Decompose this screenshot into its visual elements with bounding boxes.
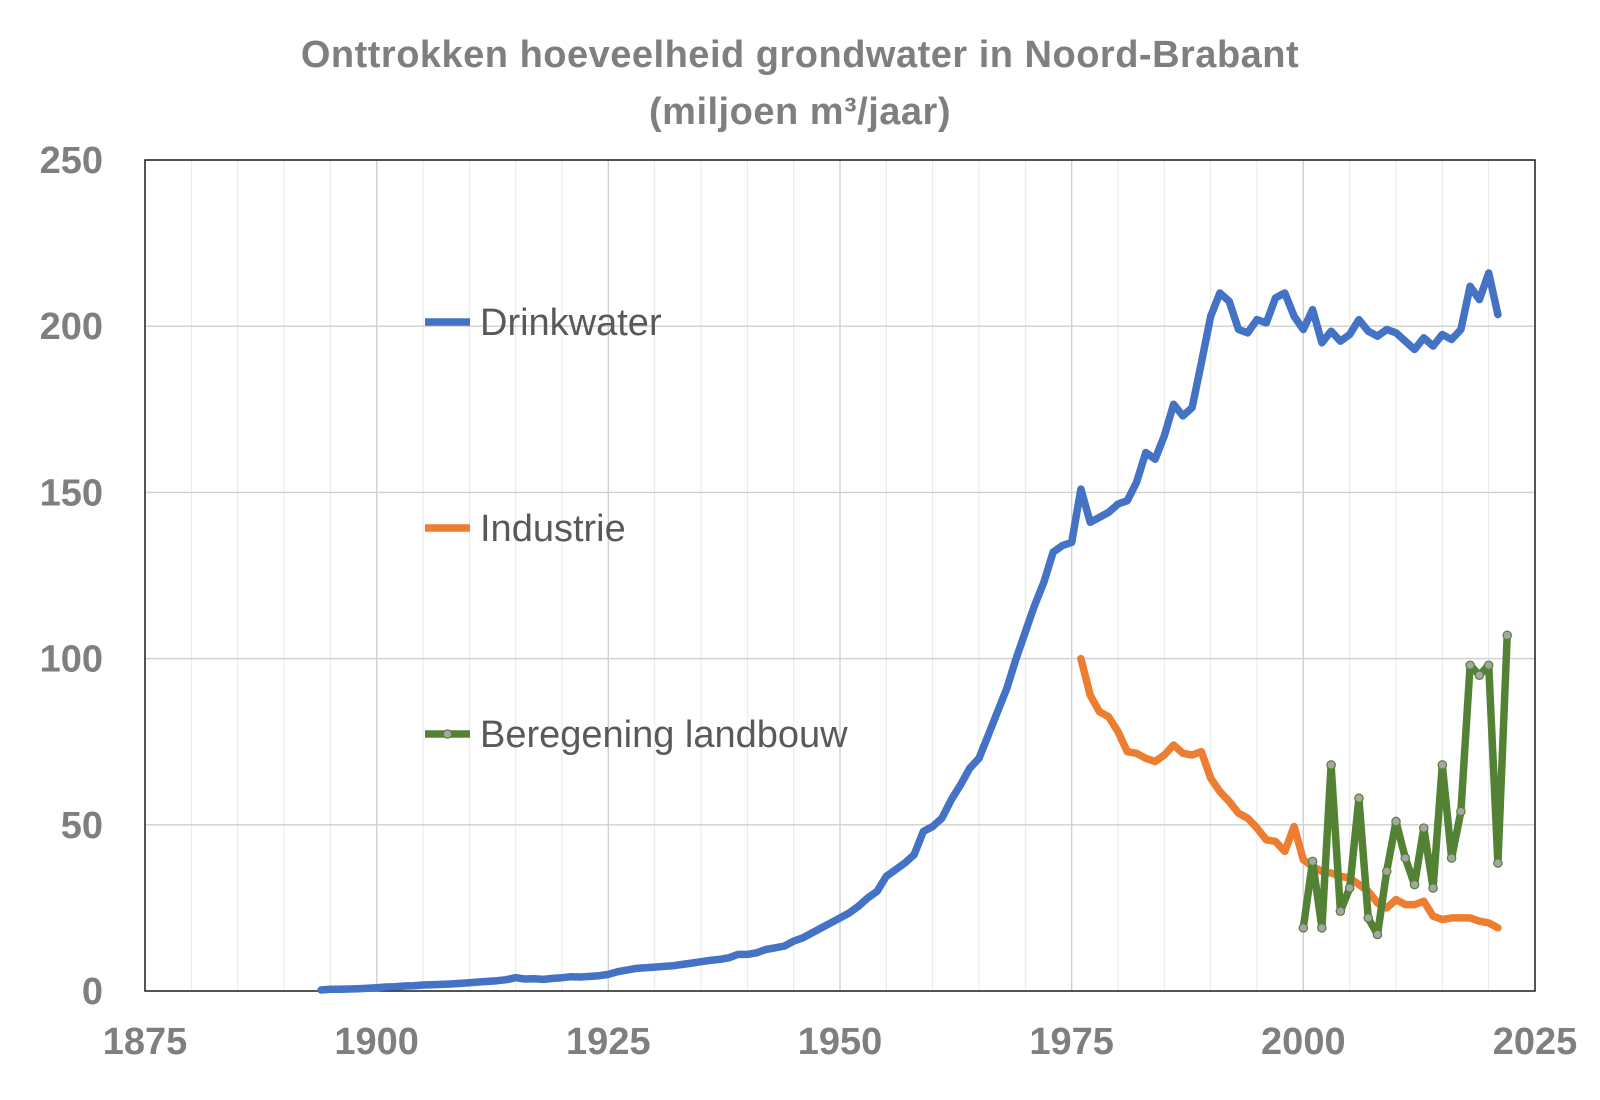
data-point [1400, 853, 1411, 863]
series-line-1 [1077, 654, 1502, 932]
data-point [1381, 866, 1392, 877]
data-point [1409, 879, 1420, 890]
series-group [317, 269, 1512, 994]
axis-tick-labels: 0 50 100 150 200 250 1875 1900 1925 1950 1975 2000 2… [40, 140, 1578, 1063]
y-tick-label: 50 [61, 805, 103, 847]
data-point [1354, 793, 1364, 804]
legend-label: Industrie [480, 508, 626, 550]
legend: Drinkwater Industrie Beregening landbouw [425, 302, 848, 756]
y-tick-label: 150 [40, 472, 103, 514]
x-tick-label: 1950 [798, 1021, 883, 1063]
x-tick-label: 2025 [1493, 1021, 1578, 1063]
series-line-0 [317, 269, 1502, 994]
y-tick-label: 250 [40, 140, 103, 182]
data-point [1326, 760, 1336, 770]
data-point [1474, 670, 1485, 681]
x-tick-label: 2000 [1261, 1021, 1346, 1063]
data-point [1493, 858, 1503, 868]
legend-marker [442, 729, 453, 739]
data-point [1298, 923, 1309, 933]
legend-label: Beregening landbouw [480, 714, 848, 756]
x-tick-label: 1975 [1029, 1021, 1114, 1063]
legend-label: Drinkwater [480, 302, 662, 344]
data-point [1363, 913, 1373, 923]
y-tick-label: 100 [40, 639, 103, 681]
y-tick-label: 0 [82, 971, 103, 1013]
data-point [1446, 853, 1457, 863]
data-point [1335, 906, 1346, 917]
data-point [1317, 923, 1327, 933]
data-point [1465, 660, 1475, 671]
data-point [1483, 660, 1494, 671]
data-point [1428, 883, 1438, 893]
chart-title: Onttrokken hoeveelheid grondwater in Noo… [300, 34, 1300, 76]
series-line-2 [1299, 631, 1511, 939]
x-tick-label: 1900 [334, 1021, 419, 1063]
x-tick-label: 1875 [103, 1021, 188, 1063]
chart-subtitle: (miljoen m³/jaar) [649, 91, 951, 133]
data-point [1456, 806, 1466, 817]
data-point [1437, 760, 1448, 770]
data-point [1372, 929, 1383, 940]
data-point [1502, 630, 1512, 641]
data-point [1391, 816, 1401, 827]
plot-area [144, 159, 1536, 992]
data-point [1344, 883, 1355, 893]
data-point [1307, 856, 1318, 867]
data-point [1419, 823, 1429, 833]
y-tick-label: 200 [40, 306, 103, 348]
x-tick-label: 1925 [566, 1021, 651, 1063]
